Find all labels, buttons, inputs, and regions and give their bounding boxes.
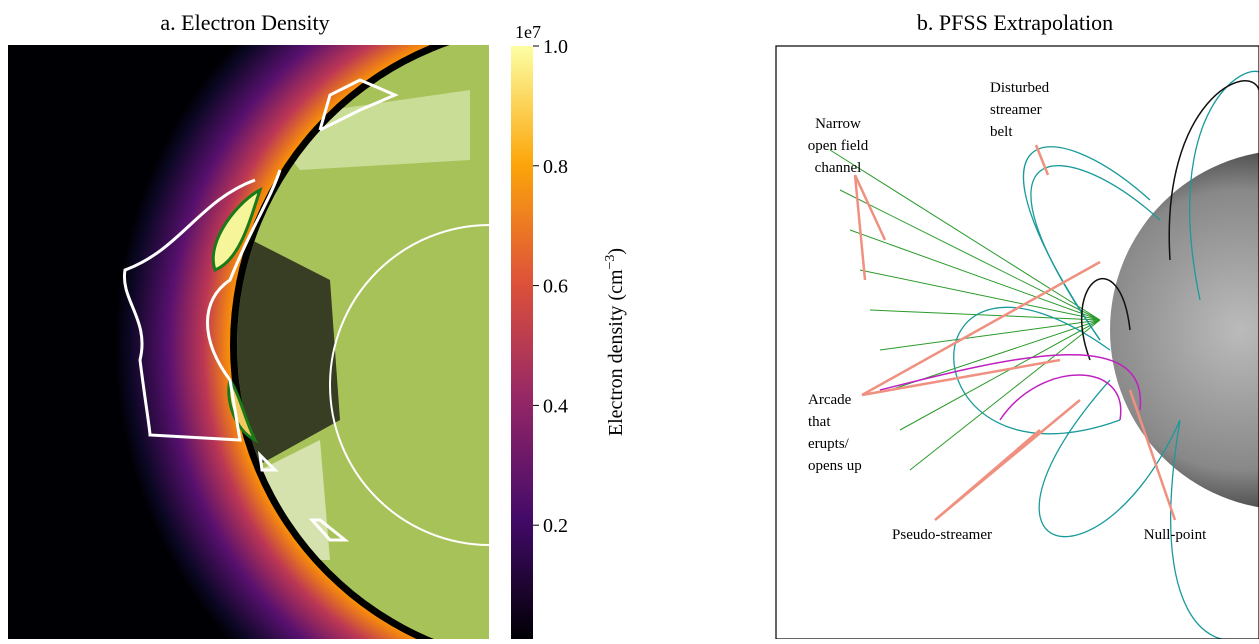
tick-label: 0.4 xyxy=(543,395,568,417)
colorbar xyxy=(511,46,533,639)
panel-title: b. PFSS Extrapolation xyxy=(917,10,1113,35)
annotation: Null-point xyxy=(1144,527,1207,543)
annotation: that xyxy=(808,414,831,430)
annotation: Disturbed xyxy=(990,80,1050,96)
tick-label: 1.0 xyxy=(543,36,568,58)
annotation: streamer xyxy=(990,102,1042,118)
annotation: open field xyxy=(808,138,869,154)
annotation: Arcade xyxy=(808,392,852,408)
panel-title: a. Electron Density xyxy=(160,10,329,35)
tick-label: 0.8 xyxy=(543,156,568,178)
tick-label: 0.6 xyxy=(543,276,568,298)
colorbar-label: Electron density (cm−3) xyxy=(603,248,627,436)
annotation: erupts/ xyxy=(808,436,850,452)
annotation: Pseudo-streamer xyxy=(892,527,992,543)
colorbar-offset: 1e7 xyxy=(515,22,541,42)
label-text: Electron density (cm xyxy=(605,269,627,436)
pfss-image: Disturbed streamer belt Narrow open field cha… xyxy=(776,46,1259,639)
annotation: opens up xyxy=(808,458,862,474)
colorbar-ticks: 0.2 0.4 0.6 0.8 1.0 xyxy=(533,36,568,537)
tick-label: 0.2 xyxy=(543,515,568,537)
label-sup: −3 xyxy=(603,255,618,270)
label-end: ) xyxy=(605,248,627,255)
annotation: Narrow xyxy=(815,116,861,132)
annotation: channel xyxy=(815,160,862,176)
density-image xyxy=(8,45,489,639)
annotation: belt xyxy=(990,124,1013,140)
